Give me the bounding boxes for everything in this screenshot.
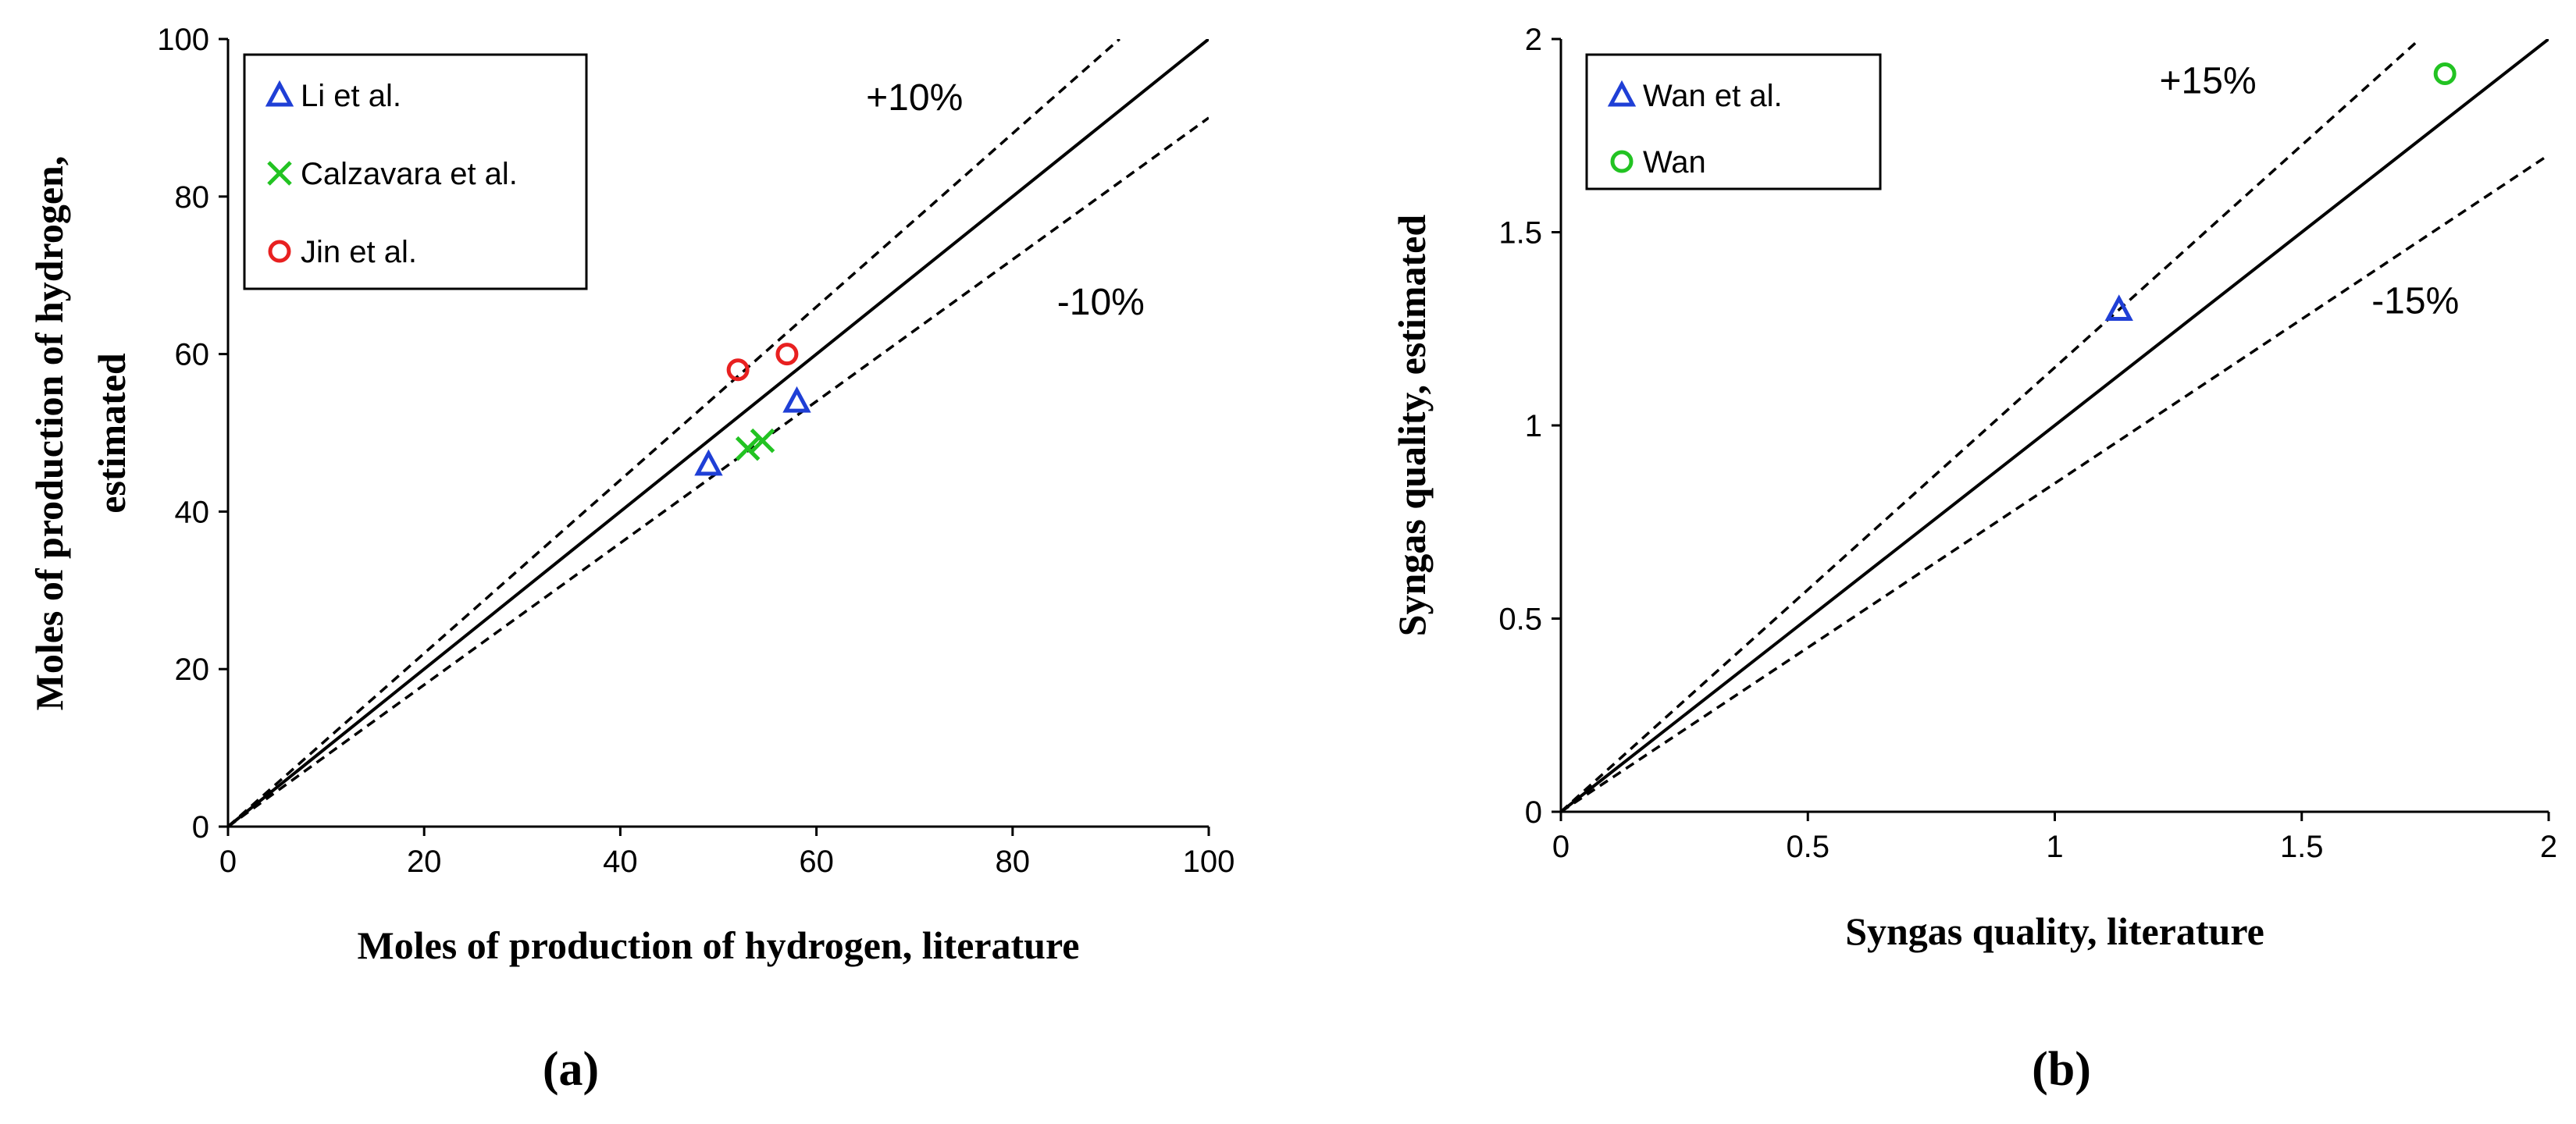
y-tick-label: 100 <box>157 23 209 57</box>
x-tick-label: 20 <box>407 845 442 879</box>
y-tick-label: 1.5 <box>1498 216 1542 251</box>
x-tick-label: 0.5 <box>1786 830 1830 864</box>
x-tick-label: 1 <box>2046 830 2063 864</box>
x-tick-label: 1.5 <box>2280 830 2324 864</box>
minus-line <box>1561 154 2549 812</box>
panel-label: (b) <box>2032 1043 2091 1096</box>
y-tick-label: 80 <box>175 180 210 215</box>
y-tick-label: 0 <box>1525 795 1542 830</box>
series-calzavara-et-al- <box>735 428 775 461</box>
data-point <box>735 436 761 461</box>
plus-label: +10% <box>866 77 963 119</box>
series-wan <box>2433 62 2457 86</box>
y-tick-label: 60 <box>175 338 210 372</box>
parity-line <box>1561 39 2549 812</box>
x-tick-label: 40 <box>603 845 638 879</box>
data-point <box>782 386 811 413</box>
y-tick-label: 0.5 <box>1498 603 1542 637</box>
data-point <box>750 428 775 454</box>
series-jin-et-al- <box>726 343 799 382</box>
legend-label: Wan et al. <box>1643 79 1783 113</box>
x-axis-title: Syngas quality, literature <box>1845 909 2264 953</box>
legend-label: Calzavara et al. <box>301 157 518 191</box>
data-point <box>2104 294 2133 321</box>
minus-label: -10% <box>1057 282 1145 323</box>
y-tick-label: 20 <box>175 653 210 687</box>
reference-lines <box>1561 39 2549 812</box>
legend-marker <box>267 161 292 186</box>
y-tick-label: 1 <box>1525 409 1542 443</box>
data-point <box>694 449 723 476</box>
x-tick-label: 0 <box>219 845 237 879</box>
x-tick-label: 0 <box>1552 830 1569 864</box>
x-axis-title: Moles of production of hydrogen, literat… <box>358 923 1080 967</box>
series-wan-et-al- <box>2104 294 2133 321</box>
y-tick-label: 0 <box>192 810 209 845</box>
minus-label: -15% <box>2371 280 2459 322</box>
y-axis-title: estimated <box>90 353 134 514</box>
parity-line <box>228 39 1209 827</box>
legend-box <box>1585 53 1882 190</box>
data-point <box>726 358 750 382</box>
x-tick-label: 2 <box>2540 830 2557 864</box>
chart-a: +10% -10% 0 20 40 60 80 100 0 20 40 60 80 100 Moles of… <box>27 23 1235 1096</box>
plus-line <box>228 39 1121 827</box>
legend-marker <box>1607 80 1637 107</box>
y-axis-title: Syngas quality, estimated <box>1390 215 1434 637</box>
legend-marker <box>268 240 291 263</box>
legend-label: Jin et al. <box>301 235 417 269</box>
x-tick-label: 60 <box>799 845 834 879</box>
plus-line <box>1561 39 2421 812</box>
legend-label: Wan <box>1643 145 1706 180</box>
legend: Li et al. Calzavara et al. Jin et al. <box>243 53 588 290</box>
x-tick-label: 80 <box>996 845 1031 879</box>
reference-lines <box>228 39 1209 827</box>
legend: Wan et al. Wan <box>1585 53 1882 190</box>
legend-box <box>243 53 588 290</box>
chart-b: +15% -15% 0 0.5 1 1.5 2 0 0.5 1 1.5 2 Syngas quality… <box>1390 23 2557 1096</box>
y-axis-title: Moles of production of hydrogen, <box>27 156 71 711</box>
series-li-et-al- <box>694 386 811 476</box>
y-tick-label: 40 <box>175 495 210 529</box>
x-tick-label: 100 <box>1183 845 1235 879</box>
y-tick-label: 2 <box>1525 23 1542 57</box>
legend-marker <box>1610 150 1634 173</box>
panel-label: (a) <box>543 1043 599 1096</box>
plus-label: +15% <box>2160 60 2257 101</box>
data-point <box>2433 62 2457 86</box>
data-point <box>775 343 799 366</box>
legend-label: Li et al. <box>301 79 401 113</box>
legend-marker <box>265 80 294 107</box>
minus-line <box>228 116 1209 827</box>
